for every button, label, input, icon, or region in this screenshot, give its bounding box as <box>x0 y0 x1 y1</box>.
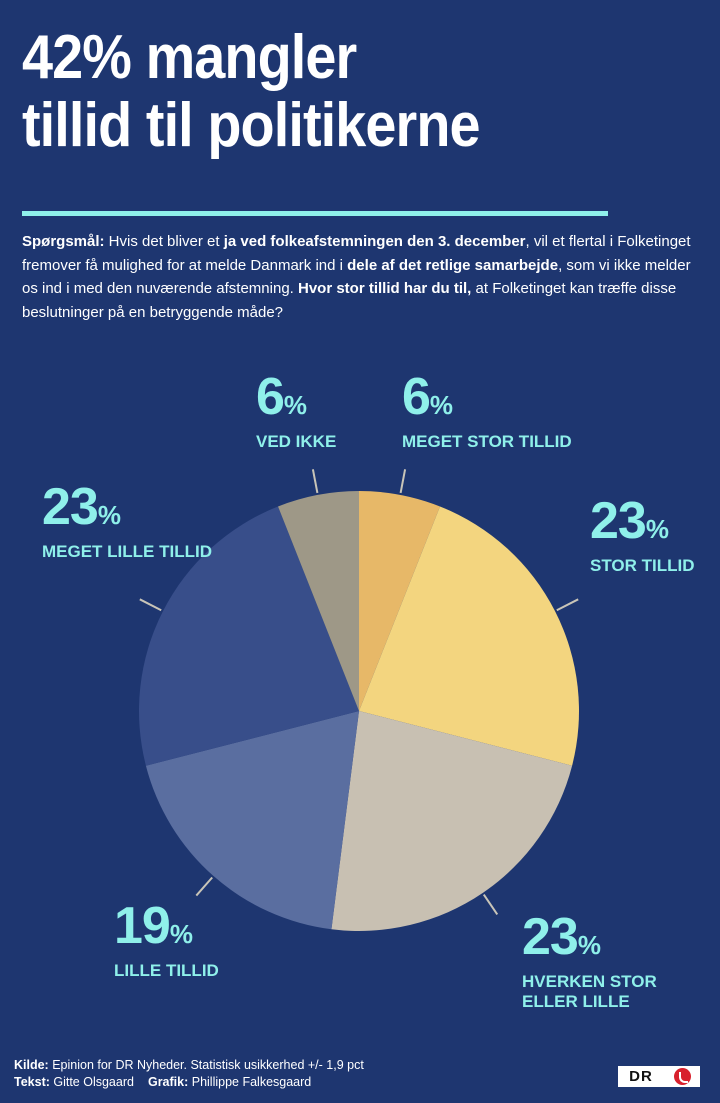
question-body: Hvis det bliver et ja ved folkeafstemnin… <box>22 233 691 321</box>
name-stor-tillid: STOR TILLID <box>590 556 695 575</box>
name-lille-tillid: LILLE TILLID <box>114 961 219 980</box>
pct-sign: % <box>283 390 308 420</box>
footer-authors: Tekst: Gitte Olsgaard Grafik: Phillippe F… <box>14 1074 614 1091</box>
pie-slice-hverken-stor-eller-lille <box>331 711 573 932</box>
question-part-5: Hvor stor tillid har du til, <box>298 280 472 297</box>
pct-sign: % <box>645 514 669 544</box>
label-hverken: 23% HVERKEN STOR ELLER LILLE <box>522 911 657 1012</box>
pie-slice-ved-ikke <box>278 491 359 711</box>
question-part-4: , som vi ikke melder os ind i med den nu… <box>22 256 691 298</box>
label-ved-ikke: 6% VED IKKE <box>256 371 337 452</box>
source-text: Epinion for DR Nyheder. Statistisk usikk… <box>48 1058 364 1072</box>
title-line-1: 42% mangler <box>22 23 357 92</box>
leader-line-0 <box>399 469 407 494</box>
leader-line-3 <box>195 876 213 897</box>
question-part-1: ja ved folkeafstemningen den 3. december <box>223 233 526 250</box>
pct-sign: % <box>97 500 121 530</box>
name-meget-lille-tillid: MEGET LILLE TILLID <box>42 542 212 561</box>
title-line-2: tillid til politikerne <box>22 91 481 160</box>
dr-logo-icon <box>674 1068 691 1085</box>
source-label: Kilde: <box>14 1058 49 1072</box>
leader-line-1 <box>556 598 579 612</box>
leader-line-4 <box>139 598 162 612</box>
question-label: Spørgsmål: <box>22 233 105 250</box>
dr-logo: DR <box>618 1066 700 1087</box>
name-ved-ikke: VED IKKE <box>256 432 337 451</box>
question-part-3: dele af det retlige samarbejde <box>347 256 559 274</box>
question-part-2: , vil et flertal i Folketinget fremover … <box>22 233 691 274</box>
value-ved-ikke: 6 <box>256 368 285 426</box>
value-hverken: 23 <box>522 908 579 966</box>
question-part-0: Hvis det bliver et <box>104 233 224 250</box>
graphic-author: Phillippe Falkesgaard <box>188 1075 312 1089</box>
pct-sign: % <box>577 930 601 960</box>
pie-slice-meget-lille-tillid <box>138 506 359 766</box>
text-author-label: Tekst: <box>14 1075 50 1089</box>
leader-line-5 <box>311 469 319 494</box>
pie-slice-meget-stor-tillid <box>359 491 440 711</box>
question-text: Spørgsmål: Hvis det bliver et ja ved fol… <box>22 230 702 324</box>
pie-slice-lille-tillid <box>145 711 359 930</box>
value-meget-lille-tillid: 23 <box>42 478 99 536</box>
label-lille-tillid: 19% LILLE TILLID <box>114 900 219 981</box>
value-stor-tillid: 23 <box>590 492 647 550</box>
label-stor-tillid: 23% STOR TILLID <box>590 495 695 576</box>
page-title: 42% mangler tillid til politikerne <box>22 24 634 160</box>
name-hverken-line-1: HVERKEN STOR <box>522 972 657 991</box>
footer-source: Kilde: Epinion for DR Nyheder. Statistis… <box>14 1057 614 1074</box>
pct-sign: % <box>429 390 454 420</box>
pie-slice-stor-tillid <box>359 506 580 766</box>
footer-credits: Kilde: Epinion for DR Nyheder. Statistis… <box>14 1057 614 1091</box>
question-part-6: at Folketinget kan træffe disse beslutni… <box>22 280 677 321</box>
graphic-author-label: Grafik: <box>147 1075 189 1089</box>
leader-line-2 <box>482 894 499 916</box>
dr-logo-text: DR <box>629 1068 653 1085</box>
pct-sign: % <box>169 919 193 949</box>
text-author: Gitte Olsgaard <box>49 1075 134 1089</box>
label-meget-stor-tillid: 6% MEGET STOR TILLID <box>402 371 572 452</box>
name-meget-stor-tillid: MEGET STOR TILLID <box>402 432 572 451</box>
name-hverken-line-2: ELLER LILLE <box>522 992 630 1011</box>
label-meget-lille-tillid: 23% MEGET LILLE TILLID <box>42 481 212 562</box>
value-lille-tillid: 19 <box>114 897 171 955</box>
value-meget-stor-tillid: 6 <box>402 368 431 426</box>
title-divider <box>22 211 608 216</box>
